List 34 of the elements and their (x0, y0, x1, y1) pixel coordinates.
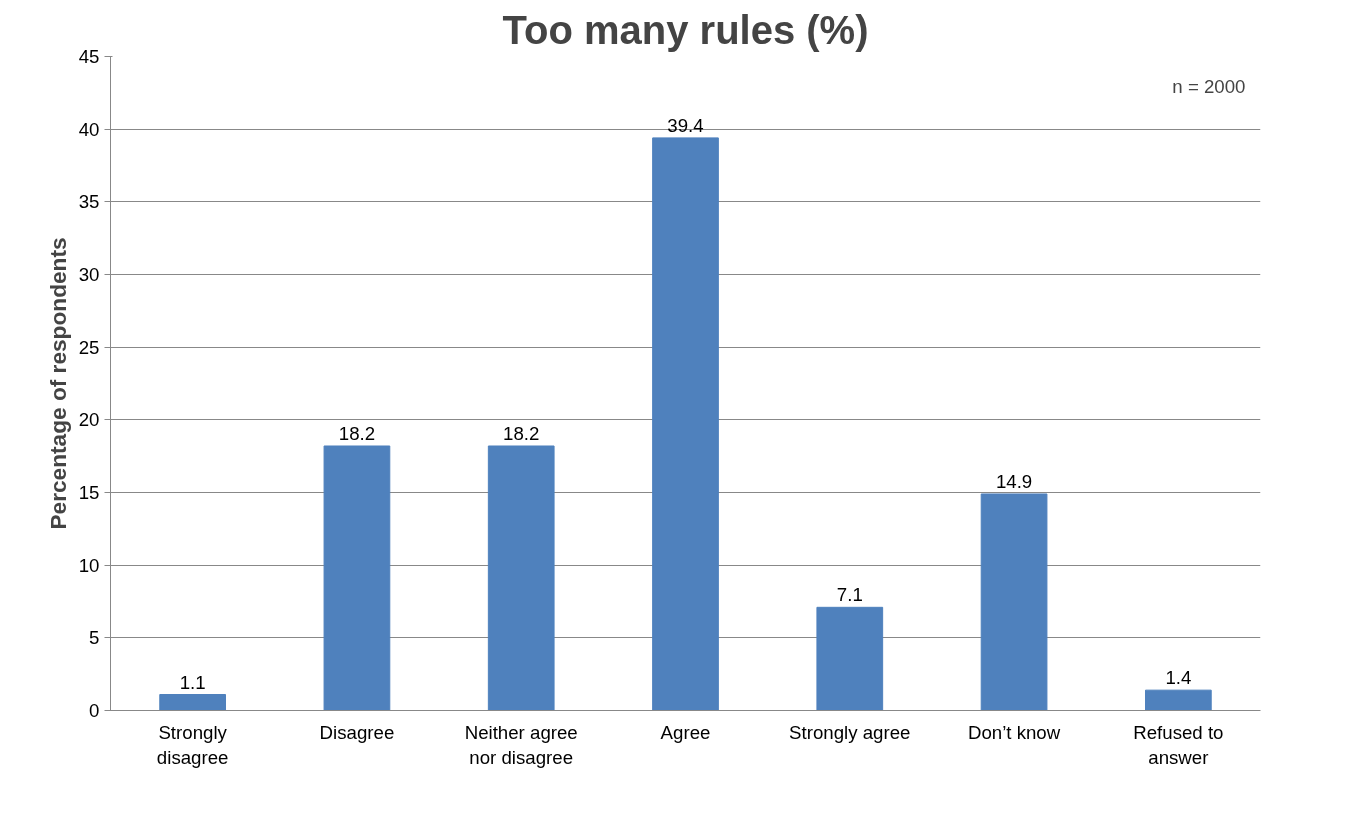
data-label: 39.4 (667, 114, 704, 136)
y-tick-label: 10 (78, 554, 100, 576)
annotation: n = 2000 (1172, 76, 1246, 97)
bar (487, 445, 555, 711)
y-tick-label: 40 (78, 118, 100, 140)
y-tick-label: 0 (89, 700, 100, 721)
bar (1145, 689, 1212, 711)
y-tick-label: 20 (78, 409, 100, 431)
y-tick-label: 35 (78, 191, 100, 213)
bar (980, 493, 1048, 711)
data-label: 1.1 (179, 671, 206, 693)
data-label: 7.1 (836, 584, 863, 606)
y-tick-label: 15 (78, 482, 100, 503)
bar (159, 694, 226, 711)
data-label: 18.2 (503, 422, 540, 444)
y-tick-label: 25 (78, 336, 100, 358)
bar (816, 606, 884, 711)
data-label: 14.9 (995, 470, 1033, 492)
x-tick-label: Strongly agree (789, 721, 911, 743)
y-tick-label: 30 (78, 264, 100, 285)
bar (323, 445, 391, 711)
y-tick-label: 45 (78, 46, 100, 67)
x-tick-label: Agree (660, 721, 711, 743)
data-label: 18.2 (338, 422, 376, 444)
x-tick-label: Disagree (319, 721, 395, 743)
y-axis-title: Percentage of respondents (44, 237, 71, 530)
x-tick-label: Refused to answer (1133, 721, 1224, 768)
bar (652, 137, 719, 711)
x-tick-label: Strongly disagree (156, 721, 229, 768)
data-label: 1.4 (1165, 667, 1192, 689)
x-tick-label: Don’t know (967, 721, 1061, 743)
y-tick-label: 5 (89, 627, 100, 649)
chart-title: Too many rules (%) (502, 7, 869, 52)
x-tick-label: Neither agree nor disagree (464, 721, 578, 768)
